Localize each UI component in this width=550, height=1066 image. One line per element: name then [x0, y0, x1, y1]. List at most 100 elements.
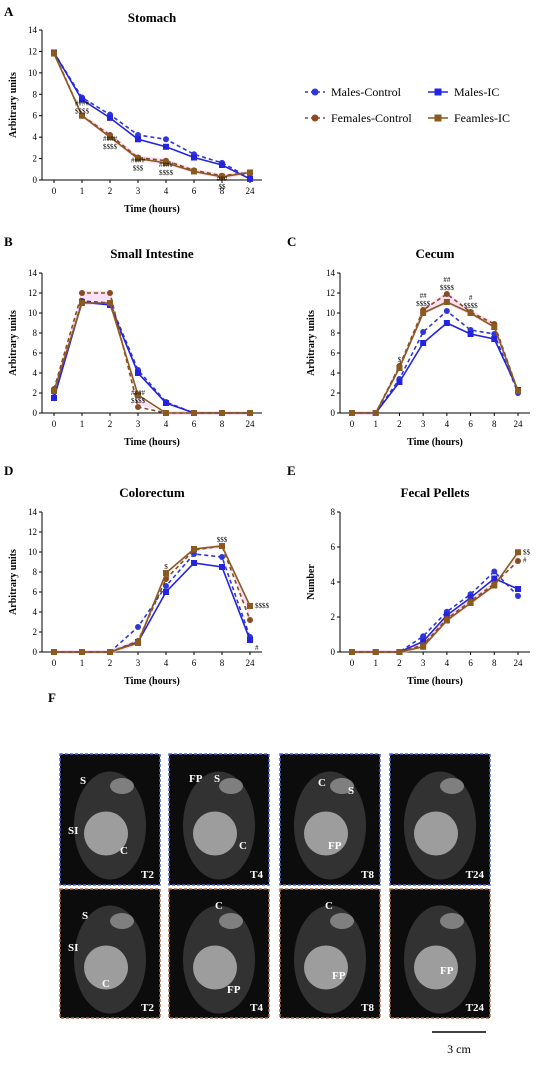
xray-organ	[193, 811, 237, 856]
legend-label: Males-IC	[454, 85, 499, 99]
x-tick-label: 3	[136, 186, 141, 196]
series-line-1	[352, 577, 519, 653]
panel-letter-f: F	[48, 690, 56, 705]
series-line-3	[352, 551, 519, 653]
y-tick-label: 14	[326, 268, 336, 278]
y-tick-label: 6	[331, 542, 336, 552]
xray-label: S	[348, 785, 354, 797]
data-point	[420, 340, 427, 346]
y-tick-label: 6	[33, 111, 38, 121]
data-point	[219, 162, 225, 168]
chart-title: Cecum	[416, 246, 455, 261]
data-point	[163, 143, 169, 150]
series-line-1	[53, 52, 251, 180]
data-point	[163, 400, 169, 406]
data-point	[191, 546, 197, 552]
significance-marker: ###	[217, 175, 228, 183]
significance-marker: ####	[159, 161, 174, 169]
x-tick-label: 1	[80, 658, 85, 668]
series-line-1	[352, 322, 519, 414]
x-tick-label: 1	[373, 419, 378, 429]
data-point	[467, 594, 474, 601]
legend-marker	[434, 88, 442, 96]
xray-organ	[440, 913, 464, 929]
significance-marker: $$	[219, 183, 227, 191]
y-tick-label: 0	[331, 408, 336, 418]
y-tick-label: 12	[28, 288, 37, 298]
data-point	[515, 549, 521, 556]
data-point	[420, 633, 427, 640]
data-point	[107, 114, 113, 121]
panel-letter-d: D	[4, 463, 13, 478]
xray-image-bottom-t24: FP T24	[389, 888, 491, 1019]
data-point	[467, 600, 474, 606]
y-tick-label: 2	[33, 388, 38, 398]
data-point	[51, 388, 57, 394]
legend-marker	[311, 114, 319, 122]
data-point	[420, 329, 427, 335]
data-point	[349, 649, 355, 655]
data-point	[219, 543, 225, 549]
significance-marker: ##	[443, 276, 451, 284]
x-tick-label: 24	[246, 658, 256, 668]
y-tick-label: 12	[28, 527, 37, 537]
y-tick-label: 10	[326, 308, 336, 318]
y-tick-label: 0	[331, 647, 336, 657]
xray-label: FP	[328, 840, 342, 852]
data-point	[349, 410, 355, 416]
x-tick-label: 1	[80, 186, 85, 196]
y-axis-label: Arbitrary units	[306, 310, 317, 376]
xray-label: C	[102, 978, 110, 990]
data-point	[443, 299, 450, 305]
legend-label: Males-Control	[331, 85, 402, 99]
data-point	[163, 570, 169, 576]
significance-marker: ####	[131, 157, 146, 165]
series-line-3	[54, 545, 251, 653]
significance-marker: $$$$	[159, 169, 174, 177]
legend-label: Females-Control	[331, 111, 412, 125]
y-tick-label: 4	[33, 368, 38, 378]
data-point	[135, 404, 141, 410]
xray-organ	[414, 811, 458, 856]
x-tick-label: 24	[514, 658, 524, 668]
y-tick-label: 6	[33, 587, 38, 597]
significance-marker: $	[164, 563, 168, 571]
data-point	[396, 379, 403, 385]
xray-organ	[330, 778, 354, 794]
data-point	[420, 638, 427, 645]
x-tick-label: 4	[445, 419, 450, 429]
chart-title: Fecal Pellets	[401, 485, 470, 500]
significance-marker: $$	[523, 548, 531, 556]
xray-image-top-t24: T24	[389, 753, 491, 886]
xray-organ	[330, 913, 354, 929]
data-point	[219, 410, 225, 416]
y-tick-label: 14	[28, 268, 38, 278]
data-point	[491, 582, 498, 589]
xray-label: C	[215, 900, 223, 912]
y-axis-label: Arbitrary units	[8, 72, 19, 138]
xray-grid: S SI C T2 FP S C T4 C S FP T8 T24 S SI C T2 C FP T4 C FP T8 FP T…	[59, 753, 491, 1019]
data-point	[163, 583, 169, 589]
xray-label: SI	[68, 825, 78, 837]
xray-timepoint-label: T24	[466, 1002, 485, 1014]
xray-image-top-t8: C S FP T8	[279, 753, 381, 886]
xray-label: C	[318, 777, 326, 789]
data-point	[247, 169, 253, 176]
data-point	[515, 593, 521, 599]
xray-organ	[219, 913, 243, 929]
x-axis-label: Time (hours)	[124, 676, 180, 687]
data-point	[396, 365, 403, 371]
x-tick-label: 4	[445, 658, 450, 668]
x-tick-label: 24	[246, 186, 256, 196]
x-tick-label: 8	[492, 419, 497, 429]
y-tick-label: 8	[33, 89, 38, 99]
x-tick-label: 8	[492, 658, 497, 668]
xray-timepoint-label: T2	[141, 869, 154, 881]
x-axis-label: Time (hours)	[407, 676, 463, 687]
x-tick-label: 8	[220, 186, 225, 196]
xray-label: FP	[189, 773, 203, 785]
y-tick-label: 2	[33, 627, 38, 637]
data-point	[135, 370, 141, 376]
data-point	[515, 388, 521, 394]
